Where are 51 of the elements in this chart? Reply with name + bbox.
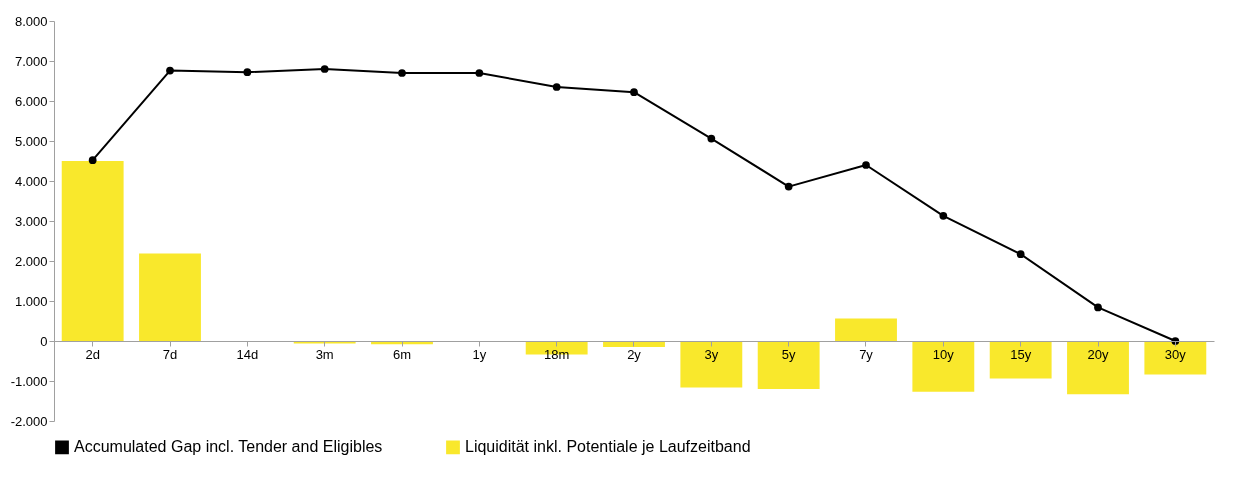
point (88, 156, 97, 165)
point (398, 69, 406, 77)
x-tick-label: 3m (315, 346, 334, 362)
x-tick-label: 6m (392, 346, 412, 362)
bar (989, 341, 1052, 379)
x-tick-label: 7d (162, 346, 178, 362)
y-tick-label: -2.000 (10, 413, 48, 429)
point (1016, 250, 1025, 259)
point (320, 65, 329, 73)
bar (680, 341, 743, 388)
y-tick-label: 2.000 (14, 253, 48, 269)
x-tick-label: 20y (1087, 346, 1109, 362)
point (1094, 303, 1102, 312)
y-tick-label: 5.000 (14, 133, 48, 149)
legend-label: Liquidität inkl. Potentiale je Laufzeitband (465, 438, 751, 456)
point (862, 161, 870, 169)
y-tick-label: 0 (40, 333, 48, 349)
x-tick-label: 7y (859, 346, 874, 362)
bar (835, 318, 897, 341)
x-tick-label: 1y (472, 346, 487, 362)
y-tick-label: 8.000 (14, 13, 48, 29)
x-tick-label: 3y (704, 346, 719, 362)
x-tick-label: 14d (236, 346, 259, 362)
y-tick-label: 6.000 (14, 93, 48, 109)
x-tick-label: 30y (1164, 346, 1187, 362)
bar (139, 253, 201, 341)
x-tick-label: 18m (544, 346, 570, 362)
x-tick-label: 2d (85, 346, 100, 362)
bar (1067, 341, 1129, 395)
point (552, 83, 561, 91)
point (784, 182, 793, 191)
point (707, 134, 716, 143)
legend-label: Accumulated Gap incl. Tender and Eligibles (74, 438, 383, 456)
bar (1144, 341, 1207, 375)
y-tick-label: 7.000 (14, 53, 48, 69)
bar (912, 341, 975, 392)
x-tick-label: 5y (781, 346, 797, 362)
x-tick-label: 10y (932, 346, 955, 362)
bar (757, 341, 820, 389)
y-tick-label: 3.000 (14, 213, 48, 229)
bar (61, 161, 124, 341)
y-tick-label: 1.000 (14, 293, 48, 309)
x-tick-label: 2y (627, 346, 642, 362)
point (166, 66, 174, 75)
point (939, 211, 948, 220)
y-tick-label: -1.000 (10, 373, 48, 389)
point (630, 88, 638, 97)
y-tick-label: 4.000 (14, 173, 48, 189)
point (475, 69, 484, 77)
x-tick-label: 15y (1010, 346, 1032, 362)
point (243, 68, 252, 77)
